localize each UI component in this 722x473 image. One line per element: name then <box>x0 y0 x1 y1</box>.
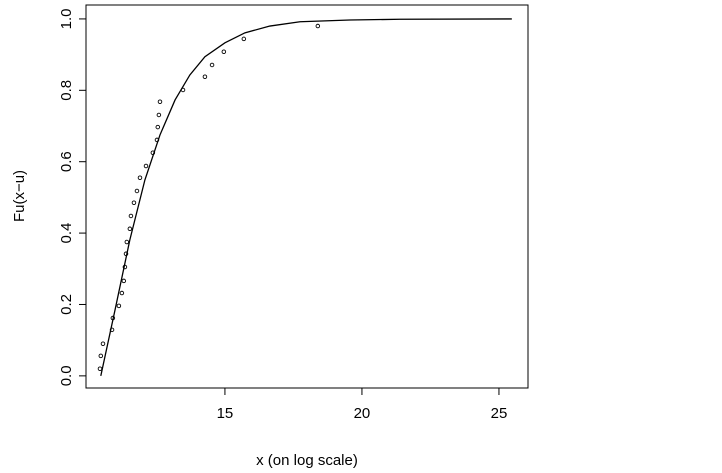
x-tick-label: 20 <box>354 405 371 422</box>
y-tick-label: 0.4 <box>58 223 75 244</box>
data-point <box>131 200 137 205</box>
data-point <box>134 188 140 194</box>
x-axis-label: x (on log scale) <box>256 452 358 469</box>
fitted-curve <box>100 18 512 377</box>
data-point <box>124 239 130 245</box>
data-point <box>221 49 227 55</box>
y-tick-label: 0.2 <box>58 294 75 315</box>
x-tick-label: 15 <box>217 405 234 422</box>
data-point <box>98 353 104 359</box>
y-tick-label: 1.0 <box>58 8 75 29</box>
data-point <box>127 226 133 232</box>
y-tick-label: 0.6 <box>58 151 75 172</box>
plot-frame <box>85 4 529 389</box>
data-point <box>241 36 247 42</box>
data-point <box>116 303 122 309</box>
y-tick-label: 0.0 <box>58 365 75 386</box>
data-point <box>119 290 125 296</box>
data-point <box>209 62 215 68</box>
x-tick-label: 25 <box>491 405 508 422</box>
y-tick-label: 0.8 <box>58 80 75 101</box>
data-point <box>100 341 106 346</box>
data-point <box>202 74 208 79</box>
data-point <box>155 124 161 130</box>
data-point <box>143 163 149 169</box>
data-point <box>137 175 143 181</box>
data-point <box>97 366 103 371</box>
data-point <box>315 23 321 29</box>
data-point <box>121 278 127 284</box>
data-point <box>157 99 163 104</box>
data-point <box>156 112 162 118</box>
data-point <box>128 213 134 219</box>
y-axis-label: Fu(x−u) <box>11 170 28 222</box>
